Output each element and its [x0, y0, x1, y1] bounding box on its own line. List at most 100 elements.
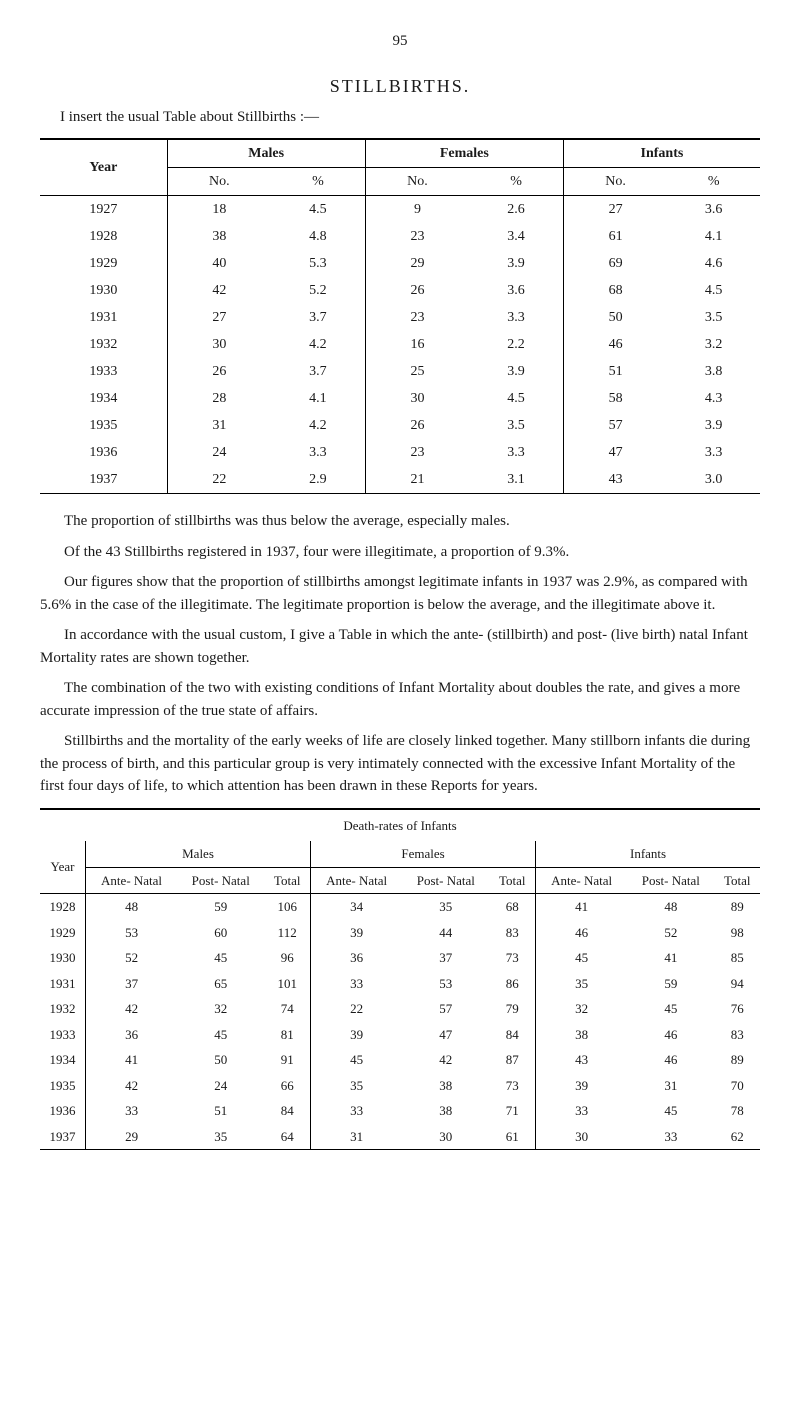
sub-total: Total: [714, 867, 760, 894]
table-row: 1936335184333871334578: [40, 1098, 760, 1124]
cell: 70: [714, 1073, 760, 1099]
cell: 3.5: [667, 304, 760, 331]
sub-no: No.: [167, 168, 271, 196]
cell: 36: [85, 1022, 177, 1048]
cell: 1927: [40, 196, 167, 224]
cell: 53: [85, 920, 177, 946]
cell: 42: [85, 1073, 177, 1099]
cell: 33: [311, 971, 403, 997]
sub-no: No.: [563, 168, 667, 196]
sub-pct: %: [271, 168, 365, 196]
cell: 18: [167, 196, 271, 224]
cell: 38: [167, 223, 271, 250]
cell: 42: [167, 277, 271, 304]
cell: 41: [85, 1047, 177, 1073]
cell: 21: [365, 466, 469, 494]
cell: 3.4: [469, 223, 563, 250]
cell: 53: [402, 971, 489, 997]
cell: 50: [177, 1047, 264, 1073]
cell: 45: [627, 1098, 714, 1124]
cell: 3.0: [667, 466, 760, 494]
cell: 81: [264, 1022, 310, 1048]
cell: 32: [177, 996, 264, 1022]
cell: 26: [365, 412, 469, 439]
cell: 3.7: [271, 304, 365, 331]
table-row: 1936243.3233.3473.3: [40, 439, 760, 466]
cell: 24: [177, 1073, 264, 1099]
cell: 91: [264, 1047, 310, 1073]
cell: 64: [264, 1124, 310, 1150]
cell: 3.6: [667, 196, 760, 224]
cell: 57: [402, 996, 489, 1022]
cell: 35: [536, 971, 628, 997]
cell: 51: [563, 358, 667, 385]
cell: 69: [563, 250, 667, 277]
col-infants-head: Infants: [536, 841, 760, 867]
cell: 59: [177, 894, 264, 920]
cell: 32: [536, 996, 628, 1022]
cell: 27: [563, 196, 667, 224]
cell: 37: [402, 945, 489, 971]
cell: 61: [489, 1124, 535, 1150]
cell: 47: [563, 439, 667, 466]
cell: 43: [536, 1047, 628, 1073]
cell: 66: [264, 1073, 310, 1099]
col-infants-head: Infants: [563, 139, 760, 168]
cell: 45: [627, 996, 714, 1022]
table-row: 1933263.7253.9513.8: [40, 358, 760, 385]
sub-pct: %: [667, 168, 760, 196]
cell: 112: [264, 920, 310, 946]
table-row: 1928384.8233.4614.1: [40, 223, 760, 250]
col-females-head: Females: [365, 139, 563, 168]
cell: 3.3: [469, 439, 563, 466]
table-row: 1934284.1304.5584.3: [40, 385, 760, 412]
cell: 45: [177, 1022, 264, 1048]
cell: 36: [311, 945, 403, 971]
cell: 3.1: [469, 466, 563, 494]
cell: 37: [85, 971, 177, 997]
table2-caption: Death-rates of Infants: [40, 809, 760, 842]
cell: 2.6: [469, 196, 563, 224]
cell: 48: [627, 894, 714, 920]
cell: 25: [365, 358, 469, 385]
cell: 65: [177, 971, 264, 997]
sub-pct: %: [469, 168, 563, 196]
table-row: 1934415091454287434689: [40, 1047, 760, 1073]
table-row: 19295360112394483465298: [40, 920, 760, 946]
table-row: 19313765101335386355994: [40, 971, 760, 997]
cell: 33: [627, 1124, 714, 1150]
cell: 79: [489, 996, 535, 1022]
cell: 1937: [40, 1124, 85, 1150]
cell: 1934: [40, 1047, 85, 1073]
cell: 1928: [40, 223, 167, 250]
cell: 31: [167, 412, 271, 439]
cell: 2.2: [469, 331, 563, 358]
cell: 23: [365, 304, 469, 331]
cell: 27: [167, 304, 271, 331]
cell: 30: [536, 1124, 628, 1150]
stillbirths-table: Year Males Females Infants No. % No. % N…: [40, 138, 760, 494]
cell: 35: [402, 894, 489, 920]
table-row: 1929405.3293.9694.6: [40, 250, 760, 277]
death-rates-table: Death-rates of Infants Year Males Female…: [40, 808, 760, 1151]
cell: 59: [627, 971, 714, 997]
cell: 46: [536, 920, 628, 946]
cell: 68: [563, 277, 667, 304]
cell: 3.3: [469, 304, 563, 331]
cell: 1931: [40, 304, 167, 331]
cell: 1930: [40, 277, 167, 304]
cell: 58: [563, 385, 667, 412]
cell: 76: [714, 996, 760, 1022]
cell: 71: [489, 1098, 535, 1124]
cell: 106: [264, 894, 310, 920]
table-row: 1932423274225779324576: [40, 996, 760, 1022]
cell: 41: [627, 945, 714, 971]
sub-post: Post- Natal: [402, 867, 489, 894]
cell: 9: [365, 196, 469, 224]
cell: 33: [311, 1098, 403, 1124]
cell: 50: [563, 304, 667, 331]
sub-no: No.: [365, 168, 469, 196]
cell: 52: [85, 945, 177, 971]
cell: 29: [365, 250, 469, 277]
sub-ante: Ante- Natal: [85, 867, 177, 894]
